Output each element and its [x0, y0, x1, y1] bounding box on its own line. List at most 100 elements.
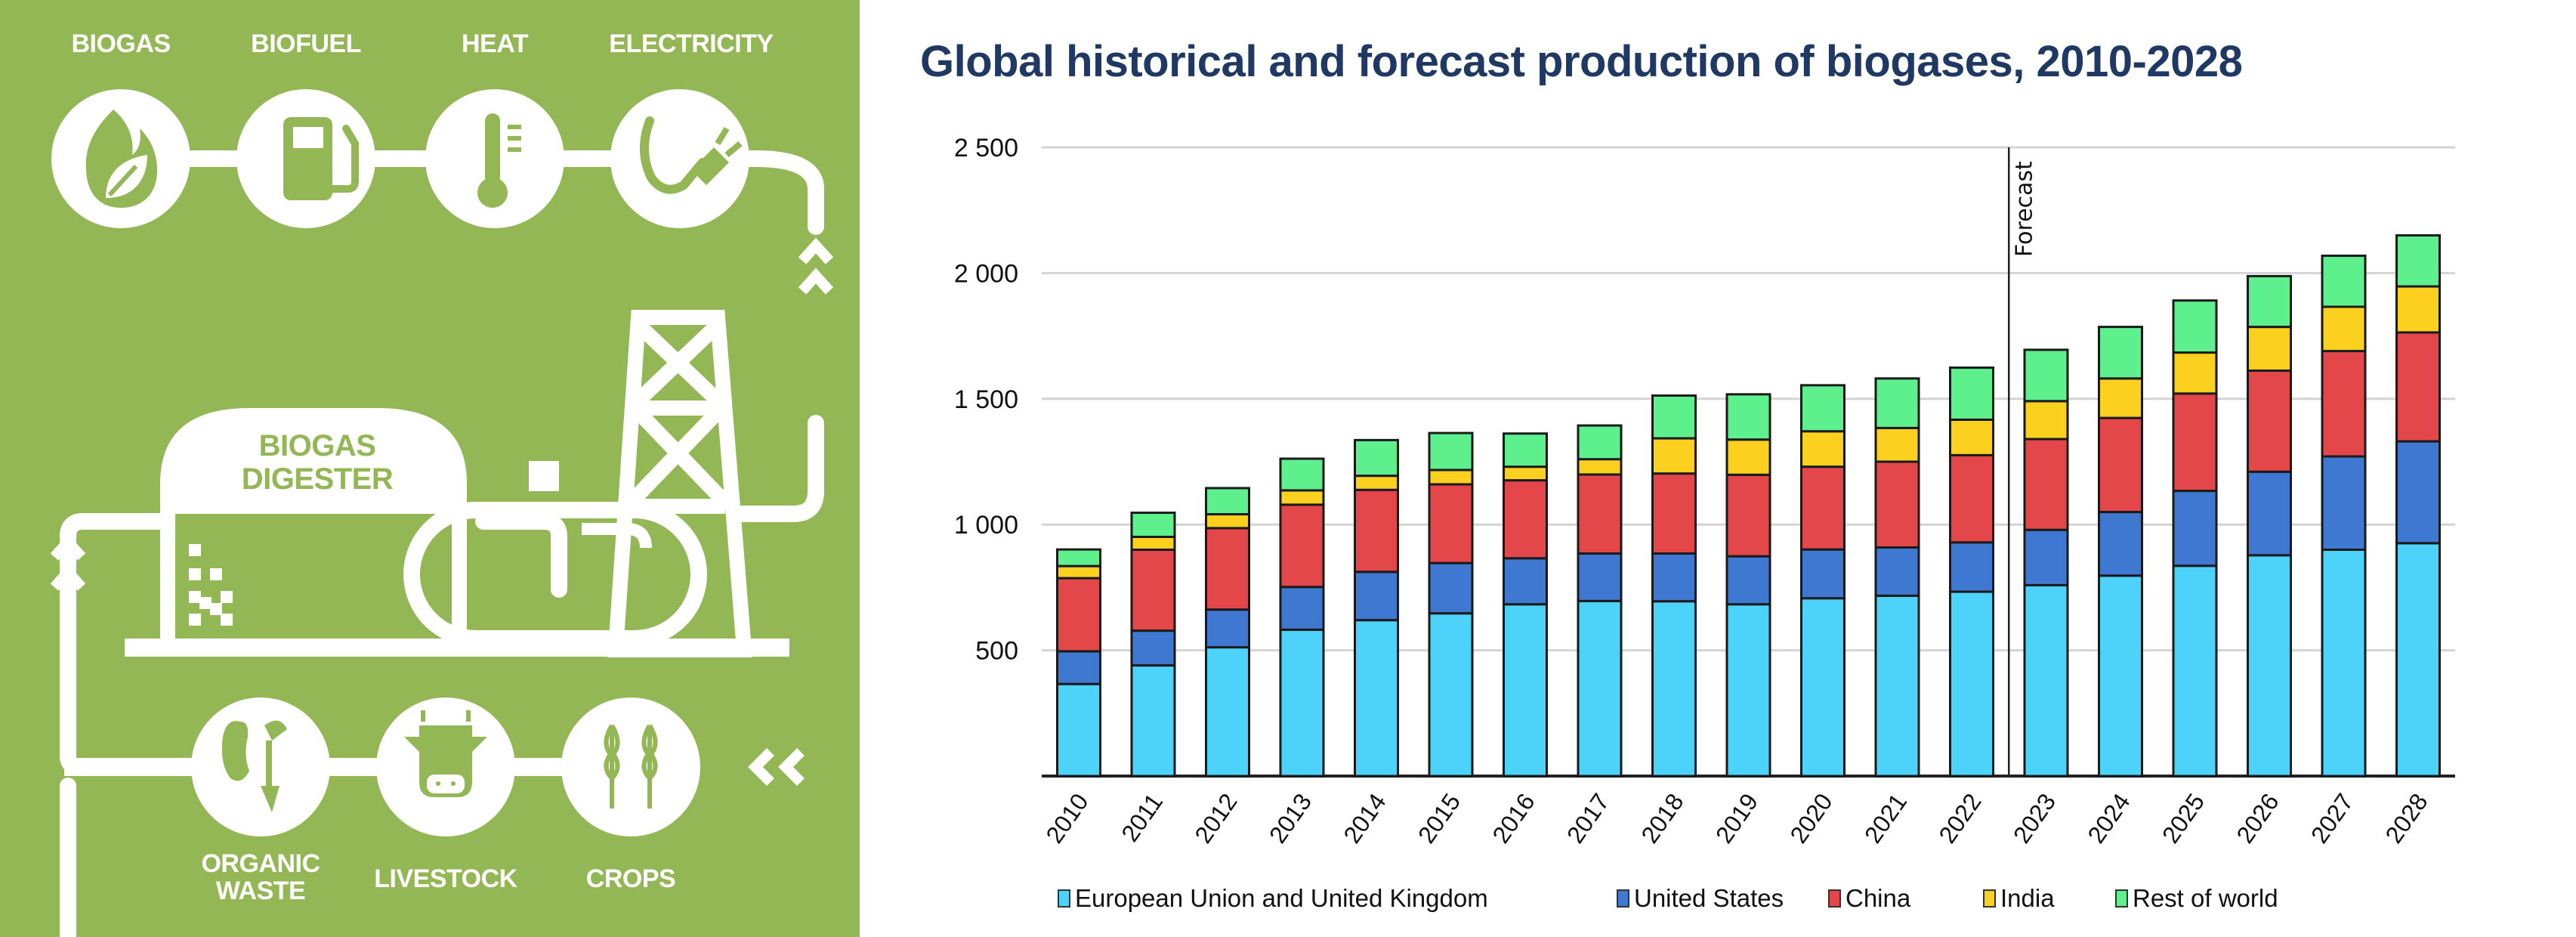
legend-swatch [1983, 889, 1996, 908]
legend-label: Rest of world [2133, 884, 2278, 912]
chart-panel: Global historical and forecast productio… [860, 0, 2576, 937]
bar-segment [1874, 426, 1920, 463]
x-tick-label: 2010 [1040, 788, 1093, 848]
bar-segment [1651, 394, 1697, 440]
bar-segment [1279, 457, 1325, 492]
bar-segment [1577, 599, 1623, 778]
bar-segment [2395, 440, 2441, 545]
bar-segment [1428, 483, 1474, 564]
input-label-organic-waste-line2: WASTE [215, 877, 306, 905]
bars [1056, 233, 2441, 778]
bar-segment [2172, 564, 2218, 778]
output-label-heat: HEAT [461, 29, 529, 58]
bar-segment [2023, 400, 2069, 441]
bar-segment [2172, 299, 2218, 354]
x-tick-label: 2022 [1933, 788, 1986, 848]
bar-segment [1651, 600, 1697, 778]
bar-segment [1130, 512, 1176, 539]
bar-stack [1205, 487, 1250, 778]
bar-stack [1428, 431, 1474, 778]
bar-segment [2247, 554, 2292, 778]
x-tick-label: 2017 [1561, 788, 1614, 848]
bar-segment [1874, 377, 1920, 429]
bar-segment [1949, 418, 1994, 456]
y-tick-label: 2 000 [954, 259, 1018, 288]
legend-swatch [1828, 889, 1841, 908]
bar-segment [1354, 619, 1399, 778]
bar-segment [2023, 348, 2069, 403]
legend-item: India [1983, 884, 2055, 913]
bar-segment [1949, 590, 1994, 778]
x-tick-label: 2025 [2157, 788, 2210, 848]
x-tick-label: 2020 [1784, 788, 1837, 848]
bar-segment [2321, 254, 2367, 308]
bar-segment [1503, 479, 1548, 560]
up-arrows-icon [798, 237, 834, 295]
bar-segment [1651, 552, 1697, 603]
x-axis-ticks: 2010 2011 2012 2013 2014 2015 2016 2017 2018 2019… [1040, 788, 2432, 848]
x-tick-label: 2028 [2380, 788, 2432, 848]
legend-item: Rest of world [2115, 884, 2278, 913]
x-tick-label: 2019 [1710, 788, 1763, 848]
bar-segment [2247, 326, 2292, 373]
bar-segment [1503, 557, 1548, 606]
y-tick-label: 500 [975, 637, 1018, 666]
x-tick-label: 2026 [2231, 788, 2284, 848]
bar-stack [2247, 274, 2292, 778]
x-tick-label: 2027 [2306, 788, 2358, 848]
input-label-crops: CROPS [585, 864, 676, 893]
bar-segment [1725, 473, 1771, 558]
output-label-biogas: BIOGAS [71, 29, 171, 58]
bar-segment [1874, 594, 1920, 778]
bar-segment [1428, 431, 1474, 472]
organic-waste-icon [221, 720, 287, 812]
bar-segment [2098, 377, 2143, 419]
stacked-bar-chart: 500 1 000 1 500 2 000 2 500 2010 2011 2012 2013… [954, 134, 2455, 848]
bar-segment [1279, 503, 1325, 589]
legend-swatch [1617, 889, 1629, 908]
digester-right-pipe [475, 513, 567, 598]
bar-segment [2098, 511, 2143, 577]
bar-stack [2395, 233, 2441, 778]
tower-pipe [732, 415, 824, 522]
bar-segment [1428, 612, 1474, 778]
output-label-electricity: ELECTRICITY [609, 29, 774, 58]
bar-stack [1503, 432, 1548, 778]
bar-segment [1577, 424, 1623, 461]
bar-segment [1130, 629, 1176, 667]
thermometer-icon [477, 113, 521, 208]
bar-segment [1800, 548, 1846, 600]
x-tick-label: 2015 [1413, 788, 1466, 848]
bar-stack [1279, 457, 1325, 778]
forecast-annotation: Forecast [2008, 147, 2037, 776]
bar-segment [2098, 574, 2143, 778]
bar-stack [1874, 377, 1920, 778]
chart-title: Global historical and forecast productio… [920, 37, 2243, 86]
bar-stack [1725, 393, 1771, 778]
y-tick-label: 1 000 [954, 511, 1018, 540]
bar-segment [2395, 285, 2441, 334]
x-tick-label: 2013 [1264, 788, 1317, 848]
forecast-label: Forecast [2011, 161, 2037, 257]
bar-segment [2023, 438, 2069, 531]
plug-icon [639, 116, 743, 194]
bar-segment [1354, 488, 1399, 574]
bar-segment [1130, 664, 1176, 778]
bar-segment [1205, 513, 1250, 530]
bar-segment [1056, 548, 1101, 567]
bar-segment [2098, 416, 2143, 514]
legend-item: European Union and United Kingdom [1058, 884, 1488, 913]
chart-legend: European Union and United Kingdom United … [860, 884, 2576, 922]
bar-segment [1279, 586, 1325, 631]
bar-segment [2172, 351, 2218, 395]
x-tick-label: 2016 [1487, 788, 1540, 848]
bar-stack [2023, 348, 2069, 778]
output-pipe [747, 150, 824, 235]
bar-segment [1874, 546, 1920, 597]
bar-segment [1503, 432, 1548, 468]
cow-icon [404, 710, 487, 797]
bar-stack [1949, 366, 1994, 778]
input-feed-pipe [60, 627, 196, 775]
bar-segment [1725, 393, 1771, 441]
y-tick-label: 1 500 [954, 385, 1018, 414]
